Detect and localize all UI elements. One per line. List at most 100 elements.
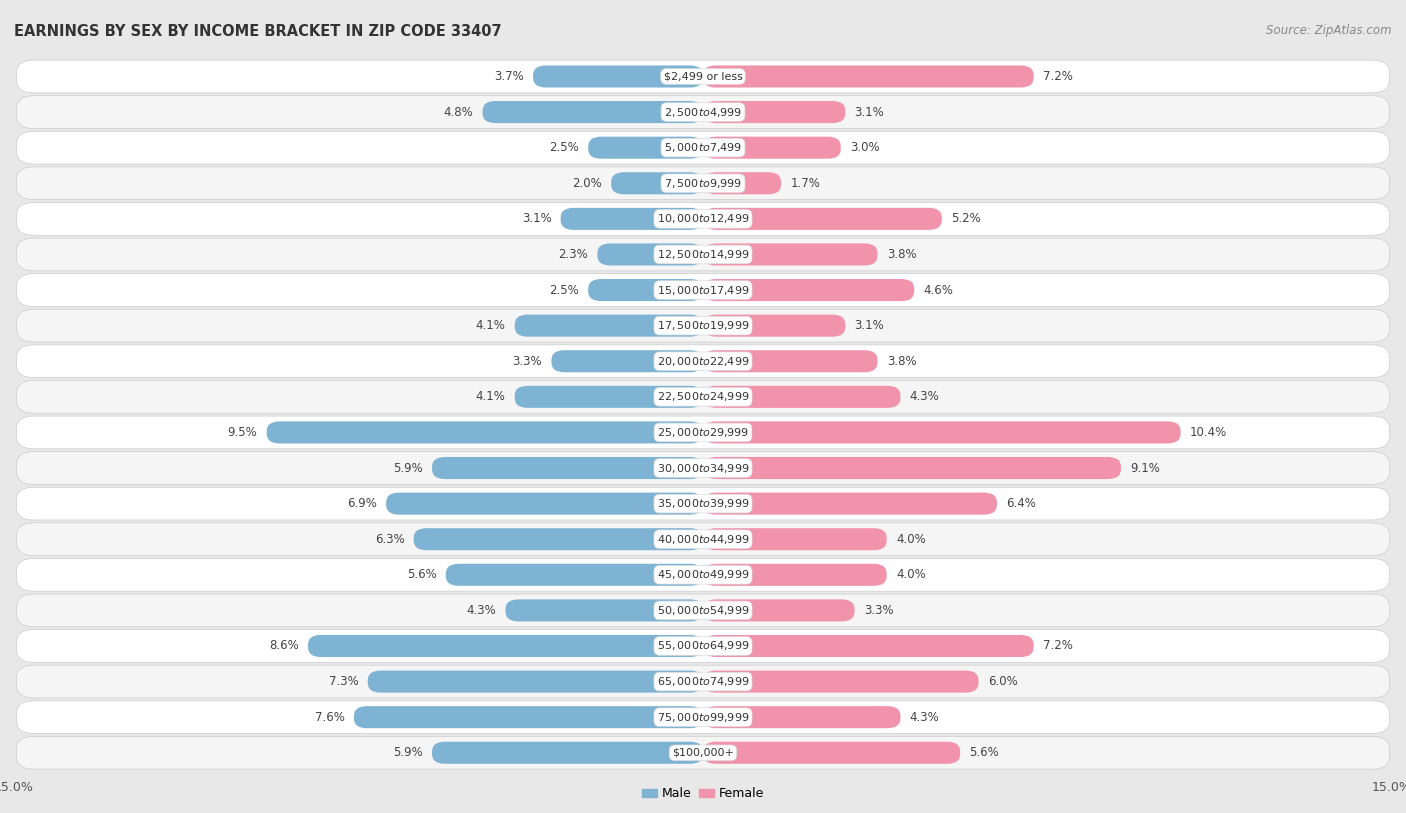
Text: $25,000 to $29,999: $25,000 to $29,999 [657, 426, 749, 439]
FancyBboxPatch shape [308, 635, 703, 657]
FancyBboxPatch shape [432, 457, 703, 479]
FancyBboxPatch shape [612, 172, 703, 194]
FancyBboxPatch shape [354, 706, 703, 728]
Text: 2.5%: 2.5% [550, 284, 579, 297]
Text: $5,000 to $7,499: $5,000 to $7,499 [664, 141, 742, 154]
Text: 4.0%: 4.0% [896, 568, 925, 581]
FancyBboxPatch shape [17, 665, 1389, 698]
Text: $50,000 to $54,999: $50,000 to $54,999 [657, 604, 749, 617]
Text: $7,500 to $9,999: $7,500 to $9,999 [664, 176, 742, 189]
Text: 3.0%: 3.0% [851, 141, 880, 154]
FancyBboxPatch shape [703, 350, 877, 372]
FancyBboxPatch shape [515, 386, 703, 408]
FancyBboxPatch shape [17, 60, 1389, 93]
Text: 7.6%: 7.6% [315, 711, 344, 724]
FancyBboxPatch shape [17, 416, 1389, 449]
FancyBboxPatch shape [703, 243, 877, 266]
FancyBboxPatch shape [17, 238, 1389, 271]
Text: 4.3%: 4.3% [910, 390, 939, 403]
FancyBboxPatch shape [561, 208, 703, 230]
Text: 3.7%: 3.7% [494, 70, 524, 83]
Text: $65,000 to $74,999: $65,000 to $74,999 [657, 675, 749, 688]
Text: 8.6%: 8.6% [269, 640, 299, 653]
Text: 6.3%: 6.3% [375, 533, 405, 546]
Text: $17,500 to $19,999: $17,500 to $19,999 [657, 320, 749, 333]
Text: Source: ZipAtlas.com: Source: ZipAtlas.com [1267, 24, 1392, 37]
FancyBboxPatch shape [703, 635, 1033, 657]
Text: EARNINGS BY SEX BY INCOME BRACKET IN ZIP CODE 33407: EARNINGS BY SEX BY INCOME BRACKET IN ZIP… [14, 24, 502, 39]
Text: 3.1%: 3.1% [522, 212, 551, 225]
FancyBboxPatch shape [533, 66, 703, 88]
FancyBboxPatch shape [703, 137, 841, 159]
Text: $2,500 to $4,999: $2,500 to $4,999 [664, 106, 742, 119]
FancyBboxPatch shape [413, 528, 703, 550]
Text: 3.3%: 3.3% [513, 354, 543, 367]
Text: $45,000 to $49,999: $45,000 to $49,999 [657, 568, 749, 581]
Text: 3.8%: 3.8% [887, 354, 917, 367]
FancyBboxPatch shape [17, 559, 1389, 591]
Text: 4.3%: 4.3% [910, 711, 939, 724]
FancyBboxPatch shape [515, 315, 703, 337]
FancyBboxPatch shape [446, 563, 703, 586]
FancyBboxPatch shape [551, 350, 703, 372]
FancyBboxPatch shape [598, 243, 703, 266]
Text: 5.6%: 5.6% [969, 746, 1000, 759]
Text: 3.1%: 3.1% [855, 320, 884, 333]
Text: 5.2%: 5.2% [950, 212, 981, 225]
FancyBboxPatch shape [703, 101, 845, 123]
Text: $20,000 to $22,499: $20,000 to $22,499 [657, 354, 749, 367]
FancyBboxPatch shape [703, 493, 997, 515]
FancyBboxPatch shape [17, 523, 1389, 555]
Text: $75,000 to $99,999: $75,000 to $99,999 [657, 711, 749, 724]
FancyBboxPatch shape [703, 386, 900, 408]
FancyBboxPatch shape [432, 741, 703, 763]
FancyBboxPatch shape [17, 274, 1389, 307]
Text: $10,000 to $12,499: $10,000 to $12,499 [657, 212, 749, 225]
FancyBboxPatch shape [703, 563, 887, 586]
Text: 4.0%: 4.0% [896, 533, 925, 546]
Text: 3.1%: 3.1% [855, 106, 884, 119]
FancyBboxPatch shape [703, 528, 887, 550]
Text: 3.3%: 3.3% [863, 604, 893, 617]
FancyBboxPatch shape [703, 741, 960, 763]
Text: $15,000 to $17,499: $15,000 to $17,499 [657, 284, 749, 297]
Text: 7.2%: 7.2% [1043, 640, 1073, 653]
FancyBboxPatch shape [703, 66, 1033, 88]
Text: $30,000 to $34,999: $30,000 to $34,999 [657, 462, 749, 475]
Text: 9.5%: 9.5% [228, 426, 257, 439]
FancyBboxPatch shape [17, 132, 1389, 164]
FancyBboxPatch shape [703, 208, 942, 230]
FancyBboxPatch shape [17, 380, 1389, 413]
Text: $22,500 to $24,999: $22,500 to $24,999 [657, 390, 749, 403]
Text: 2.0%: 2.0% [572, 176, 602, 189]
Text: 6.4%: 6.4% [1007, 497, 1036, 510]
Text: 7.3%: 7.3% [329, 675, 359, 688]
FancyBboxPatch shape [17, 96, 1389, 128]
FancyBboxPatch shape [17, 202, 1389, 235]
Text: 6.9%: 6.9% [347, 497, 377, 510]
Text: 4.3%: 4.3% [467, 604, 496, 617]
Text: 5.9%: 5.9% [394, 746, 423, 759]
FancyBboxPatch shape [703, 421, 1181, 443]
Text: $35,000 to $39,999: $35,000 to $39,999 [657, 497, 749, 510]
FancyBboxPatch shape [17, 737, 1389, 769]
FancyBboxPatch shape [703, 599, 855, 621]
FancyBboxPatch shape [267, 421, 703, 443]
FancyBboxPatch shape [703, 172, 782, 194]
Text: $40,000 to $44,999: $40,000 to $44,999 [657, 533, 749, 546]
Text: $2,499 or less: $2,499 or less [664, 72, 742, 81]
FancyBboxPatch shape [17, 701, 1389, 733]
Text: $55,000 to $64,999: $55,000 to $64,999 [657, 640, 749, 653]
Text: 4.8%: 4.8% [444, 106, 474, 119]
Text: 5.9%: 5.9% [394, 462, 423, 475]
FancyBboxPatch shape [703, 706, 900, 728]
Text: 5.6%: 5.6% [406, 568, 437, 581]
Legend: Male, Female: Male, Female [637, 782, 769, 806]
Text: 4.1%: 4.1% [475, 320, 506, 333]
Text: 9.1%: 9.1% [1130, 462, 1160, 475]
FancyBboxPatch shape [482, 101, 703, 123]
FancyBboxPatch shape [588, 137, 703, 159]
FancyBboxPatch shape [368, 671, 703, 693]
Text: $100,000+: $100,000+ [672, 748, 734, 758]
FancyBboxPatch shape [703, 315, 845, 337]
